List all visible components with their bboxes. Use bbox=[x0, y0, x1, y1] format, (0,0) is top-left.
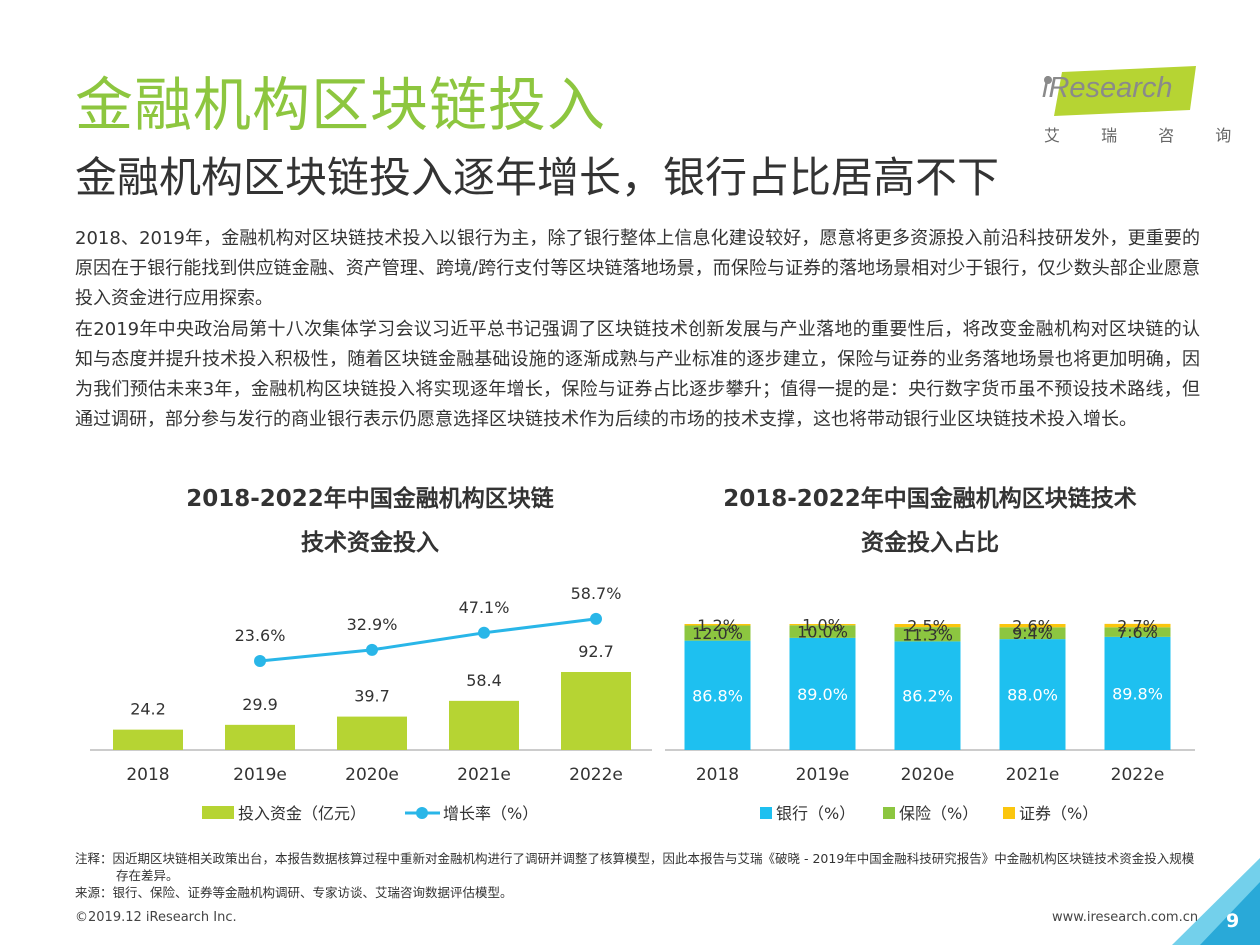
page-title: 金融机构区块链投入 bbox=[75, 71, 607, 139]
chart1-growth-label: 23.6% bbox=[235, 626, 286, 645]
chart1-bar-label: 92.7 bbox=[578, 642, 614, 661]
chart1-growth-point bbox=[590, 612, 602, 625]
chart1-x-tick-label: 2018 bbox=[126, 765, 169, 785]
chart2-x-tick-label: 2019e bbox=[796, 765, 850, 785]
chart1-bar-label: 24.2 bbox=[130, 700, 166, 719]
chart2-bar-segment bbox=[789, 624, 856, 626]
chart2-bar-segment bbox=[999, 624, 1066, 628]
chart2-segment-label: 7.6% bbox=[1117, 623, 1158, 642]
chart1-bar bbox=[337, 716, 407, 750]
body-paragraph-1: 2018、2019年，金融机构对区块链技术投入以银行为主，除了银行整体上信息化建… bbox=[75, 228, 1200, 310]
chart1-growth-label: 58.7% bbox=[571, 584, 622, 603]
chart2-segment-label: 89.0% bbox=[797, 685, 848, 704]
chart1-title-line1: 2018-2022年中国金融机构区块链 bbox=[186, 486, 554, 512]
chart2-segment-label: 2.6% bbox=[1012, 617, 1053, 636]
chart2-title-line1: 2018-2022年中国金融机构区块链技术 bbox=[723, 486, 1137, 512]
chart2-bar-segment bbox=[1104, 627, 1171, 637]
chart1-growth-point bbox=[478, 626, 490, 639]
chart2-legend-label: 银行（%） bbox=[776, 804, 855, 823]
chart1-growth-point bbox=[366, 643, 378, 656]
chart2-title-line2: 资金投入占比 bbox=[861, 530, 999, 556]
chart2-bar-segment bbox=[1104, 623, 1171, 628]
chart2-legend-swatch bbox=[883, 807, 895, 819]
chart2-bar-segment bbox=[789, 625, 856, 638]
chart2-legend-label: 证券（%） bbox=[1019, 804, 1098, 823]
chart1-x-tick-label: 2022e bbox=[569, 765, 623, 785]
chart2-bar-segment bbox=[999, 639, 1066, 750]
chart1-growth-label: 32.9% bbox=[347, 615, 398, 634]
chart2-bar-segment bbox=[1104, 636, 1171, 750]
logo-wordmark: iResearch bbox=[1042, 72, 1173, 104]
chart1-bar bbox=[561, 672, 631, 750]
chart2-segment-label: 88.0% bbox=[1007, 686, 1058, 705]
chart1-bar-label: 58.4 bbox=[466, 671, 502, 690]
chart1-investment-bar-line: 24.2 2018 29.9 2019e 39.7 2020e 58.4 2021e 92.7 2… bbox=[90, 584, 652, 823]
chart1-growth-label: 47.1% bbox=[459, 598, 510, 617]
logo-banner-icon bbox=[1044, 66, 1196, 116]
footnotes: 注释：因近期区块链相关政策出台，本报告数据核算过程中重新对金融机构进行了调研并调… bbox=[75, 850, 1200, 901]
chart2-legend-swatch bbox=[760, 807, 772, 819]
chart1-bar bbox=[113, 729, 183, 750]
chart2-bar-segment bbox=[684, 625, 751, 641]
body-paragraph-2: 在2019年中央政治局第十八次集体学习会议习近平总书记强调了区块链技术创新发展与… bbox=[75, 318, 1200, 431]
chart2-segment-label: 86.8% bbox=[692, 686, 743, 705]
chart2-share-stacked-bar: 86.8% 12.0%1.2% 2018 89.0% 10.0%1.0% 2019e 86.… bbox=[665, 616, 1195, 823]
page-subtitle: 金融机构区块链投入逐年增长，银行占比居高不下 bbox=[75, 153, 1000, 202]
body-text: 2018、2019年，金融机构对区块链技术投入以银行为主，除了银行整体上信息化建… bbox=[75, 224, 1200, 435]
copyright-text: ©2019.12 iResearch Inc. bbox=[75, 910, 237, 925]
chart1-legend-label-bar: 投入资金（亿元） bbox=[238, 804, 366, 823]
chart1-legend-label-line: 增长率（%） bbox=[443, 804, 538, 823]
chart2-legend-swatch bbox=[1003, 807, 1015, 819]
chart2-segment-label: 89.8% bbox=[1112, 684, 1163, 703]
chart2-bar-segment bbox=[894, 627, 961, 642]
chart2-bar-segment bbox=[684, 624, 751, 626]
chart2-segment-label: 1.0% bbox=[802, 616, 843, 635]
chart2-segment-label: 12.0% bbox=[692, 624, 743, 643]
footnote-source: 来源：银行、保险、证券等金融机构调研、专家访谈、艾瑞咨询数据评估模型。 bbox=[75, 885, 513, 900]
chart2-x-tick-label: 2022e bbox=[1111, 765, 1165, 785]
chart1-bar bbox=[225, 724, 295, 750]
chart1-legend-swatch-bar bbox=[202, 806, 234, 819]
footnote-note: 注释：因近期区块链相关政策出台，本报告数据核算过程中重新对金融机构进行了调研并调… bbox=[75, 851, 1195, 883]
chart1-bar-label: 39.7 bbox=[354, 687, 390, 706]
chart2-bar-segment bbox=[894, 641, 961, 750]
logo-subtext: 艾 瑞 咨 询 bbox=[1044, 126, 1250, 145]
chart1-legend-marker bbox=[416, 807, 428, 819]
chart2-bar-segment bbox=[789, 637, 856, 750]
chart1-bar bbox=[449, 700, 519, 750]
chart2-segment-label: 1.2% bbox=[697, 616, 738, 635]
chart1-title-line2: 技术资金投入 bbox=[301, 530, 439, 556]
chart2-segment-label: 2.5% bbox=[907, 617, 948, 636]
chart2-segment-label: 2.7% bbox=[1117, 617, 1158, 636]
page-number: 9 bbox=[1226, 910, 1240, 932]
chart2-segment-label: 10.0% bbox=[797, 623, 848, 642]
chart2-x-tick-label: 2021e bbox=[1006, 765, 1060, 785]
chart2-bar-segment bbox=[684, 640, 751, 750]
chart2-segment-label: 9.4% bbox=[1012, 624, 1053, 643]
chart1-growth-point bbox=[254, 655, 266, 667]
iresearch-logo: iResearch 艾 瑞 咨 询 bbox=[1040, 66, 1231, 156]
chart2-segment-label: 11.3% bbox=[902, 625, 953, 644]
chart2-bar-segment bbox=[894, 624, 961, 628]
chart1-title: 2018-2022年中国金融机构区块链 技术资金投入 bbox=[75, 477, 665, 565]
chart2-legend-label: 保险（%） bbox=[899, 804, 978, 823]
chart2-x-tick-label: 2020e bbox=[901, 765, 955, 785]
chart2-x-tick-label: 2018 bbox=[696, 765, 739, 785]
chart2-segment-label: 86.2% bbox=[902, 687, 953, 706]
chart1-growth-line bbox=[259, 617, 597, 663]
chart1-bar-label: 29.9 bbox=[242, 695, 278, 714]
chart1-x-tick-label: 2019e bbox=[233, 765, 287, 785]
chart2-bar-segment bbox=[999, 627, 1066, 640]
chart1-x-tick-label: 2020e bbox=[345, 765, 399, 785]
chart2-title: 2018-2022年中国金融机构区块链技术 资金投入占比 bbox=[640, 477, 1220, 565]
website-link[interactable]: www.iresearch.com.cn bbox=[1052, 910, 1199, 925]
chart1-x-tick-label: 2021e bbox=[457, 765, 511, 785]
